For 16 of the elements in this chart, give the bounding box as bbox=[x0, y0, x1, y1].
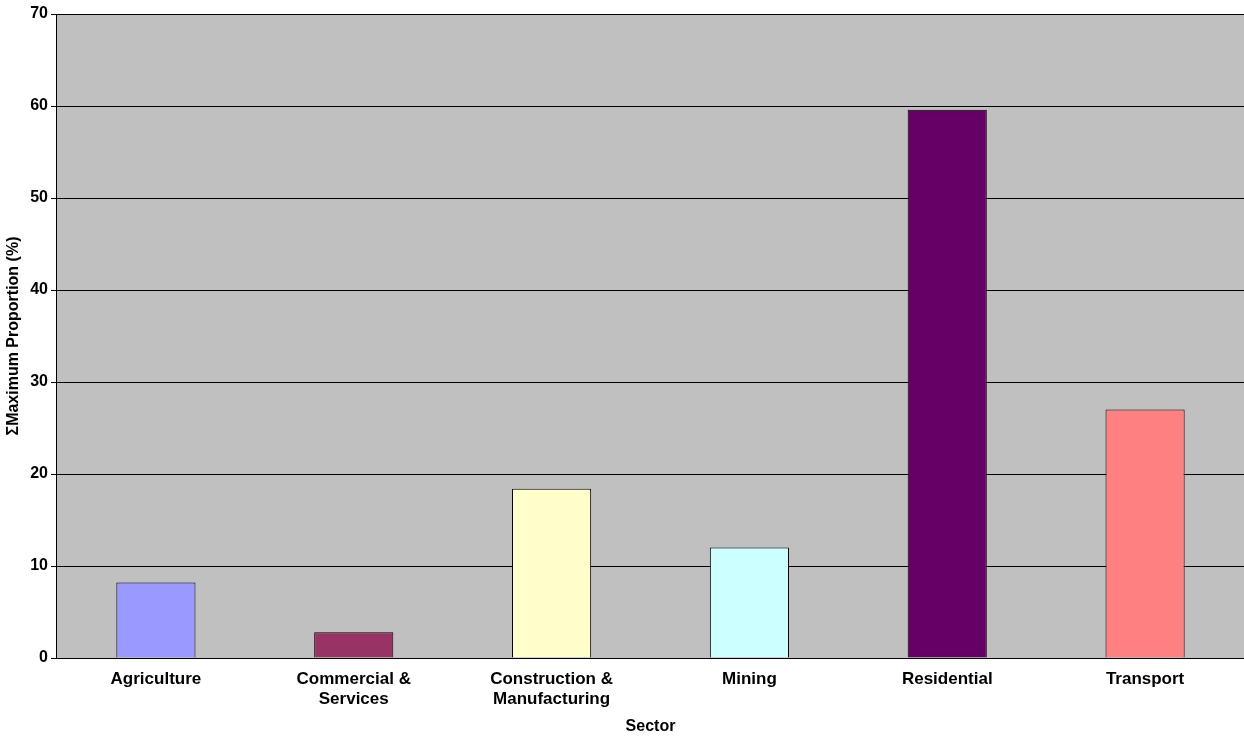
y-tick-label: 40 bbox=[30, 280, 49, 298]
y-tick-label: 30 bbox=[30, 372, 49, 390]
x-tick-label: Construction & Manufacturing bbox=[490, 668, 613, 709]
x-tick-label: Mining bbox=[722, 668, 777, 688]
x-axis-title: Sector bbox=[625, 716, 676, 734]
y-axis-title: ΣMaximum Proportion (%) bbox=[4, 236, 22, 436]
y-tick-label: 70 bbox=[30, 4, 49, 22]
x-tick-label: Residential bbox=[901, 668, 993, 688]
x-tick-label: Commercial & Services bbox=[296, 668, 411, 709]
y-tick-label: 60 bbox=[30, 96, 49, 114]
x-tick-label: Transport bbox=[1105, 668, 1185, 688]
y-tick-label: 10 bbox=[30, 556, 49, 574]
y-tick-label: 0 bbox=[39, 648, 49, 666]
y-tick-label: 50 bbox=[30, 188, 49, 206]
y-tick-label: 20 bbox=[30, 464, 49, 482]
x-tick-label: Agriculture bbox=[110, 668, 202, 688]
